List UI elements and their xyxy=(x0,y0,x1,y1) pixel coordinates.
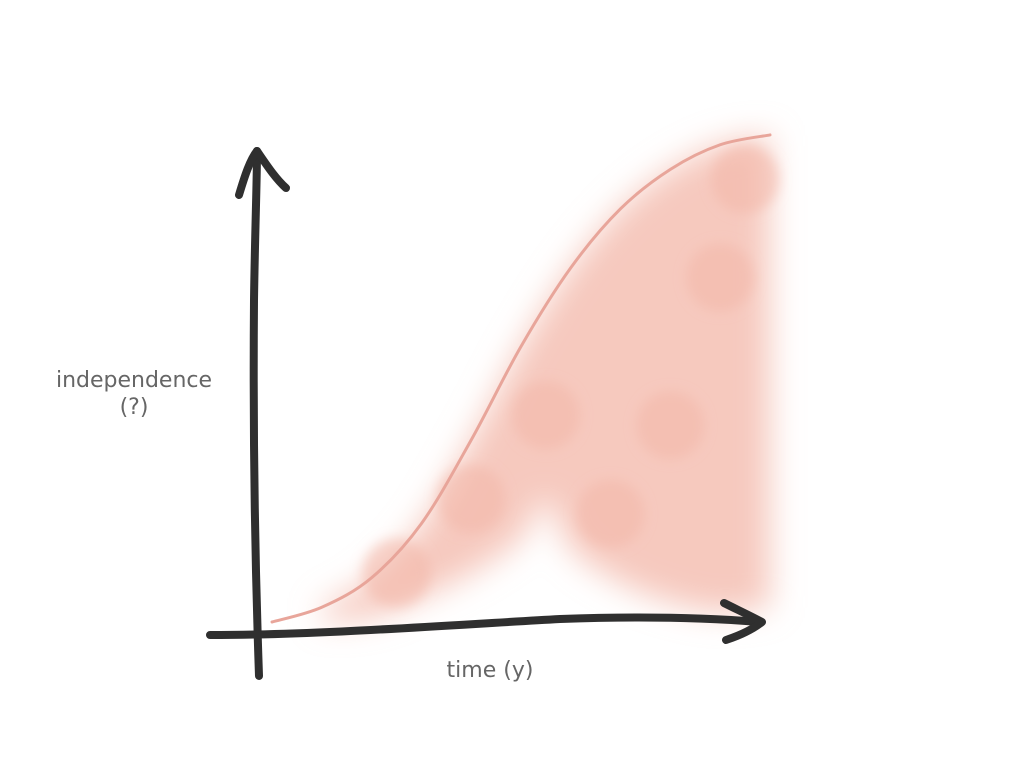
y-axis-line xyxy=(249,147,263,680)
band-blotch-1 xyxy=(576,479,645,548)
axes xyxy=(206,147,766,680)
band-blotch-5 xyxy=(362,538,431,607)
band-fill xyxy=(321,134,770,623)
band-blotch-4 xyxy=(437,465,506,533)
x-axis-arrowhead xyxy=(720,599,766,644)
y-axis-arrowhead xyxy=(235,147,290,199)
x-axis-line xyxy=(206,613,764,639)
series-layer xyxy=(270,133,772,624)
band-blotch-2 xyxy=(636,391,705,460)
x-axis-label: time (y) xyxy=(447,658,534,683)
band-blotch-3 xyxy=(686,243,755,312)
y-axis-label-line2: (?) xyxy=(120,395,149,420)
shaded-band xyxy=(321,134,780,623)
band-blotch-0 xyxy=(511,381,580,450)
band-blotch-6 xyxy=(711,145,780,214)
y-axis-label-line1: independence xyxy=(56,368,212,393)
series-line-upper-curve xyxy=(270,133,772,624)
